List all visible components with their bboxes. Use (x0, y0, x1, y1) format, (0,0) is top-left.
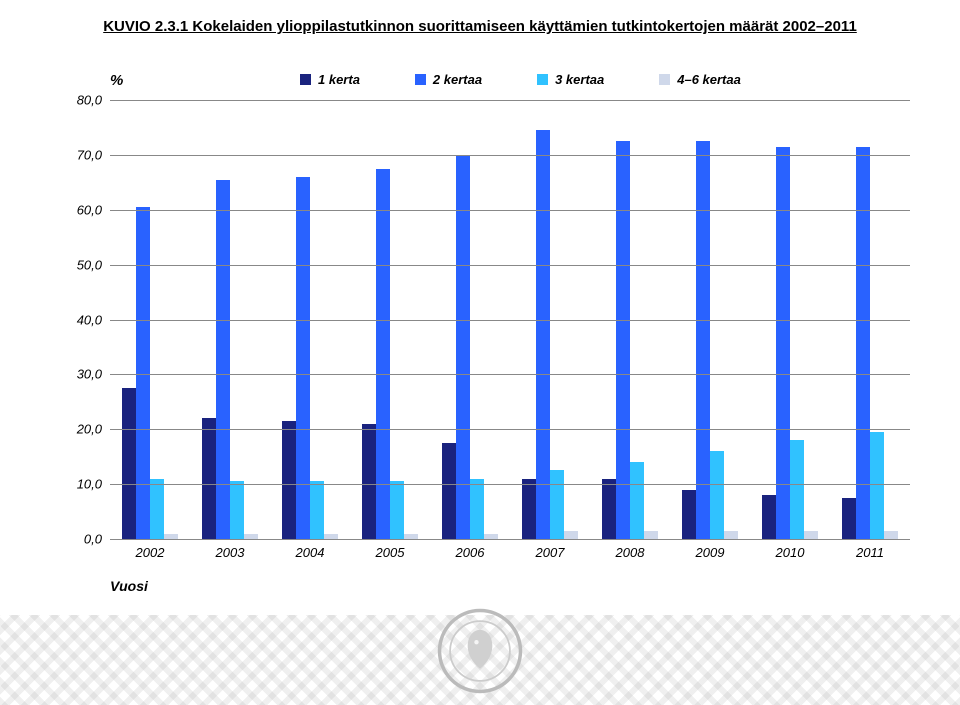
bar (710, 451, 724, 539)
bar (696, 141, 710, 539)
bar (390, 481, 404, 539)
legend-item: 1 kerta (300, 72, 360, 87)
y-axis-unit: % (110, 72, 123, 89)
legend-label: 1 kerta (318, 72, 360, 87)
y-axis-tick-label: 0,0 (84, 532, 102, 547)
y-axis-tick-label: 50,0 (77, 257, 102, 272)
legend-item: 4–6 kertaa (659, 72, 741, 87)
y-axis-tick-label: 60,0 (77, 202, 102, 217)
bar (550, 470, 564, 539)
bar (536, 130, 550, 539)
bar (804, 531, 818, 539)
seal-icon (436, 607, 524, 695)
x-axis-tick-label: 2004 (270, 545, 350, 560)
bar (202, 418, 216, 539)
gridline (110, 155, 910, 156)
bar (484, 534, 498, 539)
bar (442, 443, 456, 539)
bar (602, 479, 616, 539)
x-axis-tick-label: 2009 (670, 545, 750, 560)
bar (842, 498, 856, 539)
x-axis-tick-label: 2006 (430, 545, 510, 560)
gridline (110, 100, 910, 101)
x-axis-tick-label: 2002 (110, 545, 190, 560)
x-axis-tick-label: 2007 (510, 545, 590, 560)
bar (790, 440, 804, 539)
chart-title: KUVIO 2.3.1 Kokelaiden ylioppilastutkinn… (0, 18, 960, 35)
legend-swatch (415, 74, 426, 85)
bar (136, 207, 150, 539)
gridline (110, 374, 910, 375)
gridline (110, 320, 910, 321)
gridline (110, 429, 910, 430)
bar (762, 495, 776, 539)
bar (310, 481, 324, 539)
bar (282, 421, 296, 539)
bar (470, 479, 484, 539)
x-axis-title: Vuosi (110, 578, 148, 594)
gridline (110, 484, 910, 485)
x-axis-tick-label: 2008 (590, 545, 670, 560)
bar (522, 479, 536, 539)
gridline (110, 210, 910, 211)
bar (630, 462, 644, 539)
legend-item: 3 kertaa (537, 72, 604, 87)
x-axis-tick-label: 2005 (350, 545, 430, 560)
y-axis-tick-label: 80,0 (77, 93, 102, 108)
bar (776, 147, 790, 539)
legend-label: 3 kertaa (555, 72, 604, 87)
bar (870, 432, 884, 539)
y-axis-tick-label: 40,0 (77, 312, 102, 327)
bar (244, 534, 258, 539)
bar (456, 155, 470, 539)
legend-label: 4–6 kertaa (677, 72, 741, 87)
chart-plot-area: 2002200320042005200620072008200920102011… (110, 100, 910, 540)
bar (150, 479, 164, 539)
bar (564, 531, 578, 539)
x-axis-tick-label: 2003 (190, 545, 270, 560)
bar (616, 141, 630, 539)
y-axis-tick-label: 70,0 (77, 147, 102, 162)
x-axis-tick-label: 2010 (750, 545, 830, 560)
legend-swatch (659, 74, 670, 85)
bar (682, 490, 696, 539)
y-axis-tick-label: 30,0 (77, 367, 102, 382)
y-axis-tick-label: 20,0 (77, 422, 102, 437)
bar (644, 531, 658, 539)
legend-swatch (537, 74, 548, 85)
x-axis-tick-label: 2011 (830, 545, 910, 560)
bar (724, 531, 738, 539)
bar (122, 388, 136, 539)
bar (362, 424, 376, 539)
bar (856, 147, 870, 539)
legend: 1 kerta 2 kertaa 3 kertaa 4–6 kertaa (300, 72, 920, 87)
bar (324, 534, 338, 539)
legend-swatch (300, 74, 311, 85)
bar (404, 534, 418, 539)
bar (164, 534, 178, 539)
legend-item: 2 kertaa (415, 72, 482, 87)
gridline (110, 265, 910, 266)
y-axis-tick-label: 10,0 (77, 477, 102, 492)
bar (230, 481, 244, 539)
footer-decoration (0, 615, 960, 705)
bar (884, 531, 898, 539)
legend-label: 2 kertaa (433, 72, 482, 87)
